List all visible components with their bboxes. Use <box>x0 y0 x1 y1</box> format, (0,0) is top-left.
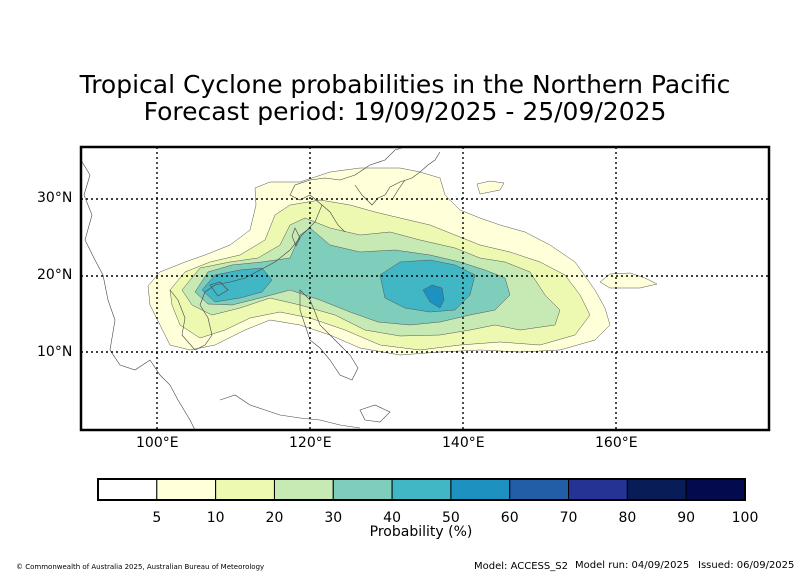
prob-50-region <box>422 284 445 309</box>
chart-title: Tropical Cyclone probabilities in the No… <box>79 70 731 99</box>
lon-label-140e: 140°E <box>442 435 485 451</box>
colorbar-tick-40: 40 <box>383 510 401 526</box>
colorbar-tick-5: 5 <box>152 510 162 526</box>
colorbar-swatch-9 <box>626 478 687 501</box>
colorbar-tick-70: 70 <box>559 510 578 526</box>
colorbar-swatch-0 <box>97 478 158 501</box>
colorbar-tick-30: 30 <box>324 510 343 526</box>
colorbar <box>97 478 746 501</box>
lon-label-160e: 160°E <box>595 435 638 451</box>
lat-label-20n: 20°N <box>37 267 73 283</box>
lat-label-30n: 30°N <box>37 190 73 206</box>
prob-40-region-central <box>379 259 476 313</box>
colorbar-tick-60: 60 <box>500 510 519 526</box>
model-name: Model: ACCESS_S2 <box>474 561 568 572</box>
copyright-notice: © Commonwealth of Australia 2025, Austra… <box>16 563 265 571</box>
colorbar-swatch-7 <box>509 478 570 501</box>
prob-5-region-north <box>476 180 505 195</box>
colorbar-tick-80: 80 <box>618 510 637 526</box>
gridlines <box>81 147 769 430</box>
colorbar-swatch-2 <box>215 478 275 501</box>
colorbar-tick-10: 10 <box>206 510 225 526</box>
colorbar-swatch-3 <box>273 478 334 501</box>
colorbar-tick-90: 90 <box>677 510 696 526</box>
map-frame <box>79 145 771 432</box>
prob-5-region-east <box>599 272 658 289</box>
colorbar-tick-20: 20 <box>265 510 284 526</box>
colorbar-frame <box>97 478 746 501</box>
model-run-date: Model run: 04/09/2025 <box>575 560 690 571</box>
coastlines <box>81 147 441 430</box>
colorbar-swatch-5 <box>391 478 452 501</box>
colorbar-swatch-4 <box>332 478 393 501</box>
colorbar-swatch-1 <box>156 478 217 501</box>
issued-date: Issued: 06/09/2025 <box>698 560 795 571</box>
colorbar-swatch-6 <box>450 478 511 501</box>
colorbar-swatch-10 <box>685 478 746 501</box>
colorbar-tick-100: 100 <box>731 510 759 526</box>
lon-label-120e: 120°E <box>289 435 332 451</box>
colorbar-tick-50: 50 <box>441 510 460 526</box>
colorbar-swatch-8 <box>568 478 628 501</box>
colorbar-label: Probability (%) <box>369 524 473 540</box>
forecast-period: Forecast period: 19/09/2025 - 25/09/2025 <box>143 97 667 126</box>
lat-label-10n: 10°N <box>37 344 73 360</box>
lon-label-100e: 100°E <box>136 435 179 451</box>
prob-40-region <box>201 267 273 303</box>
